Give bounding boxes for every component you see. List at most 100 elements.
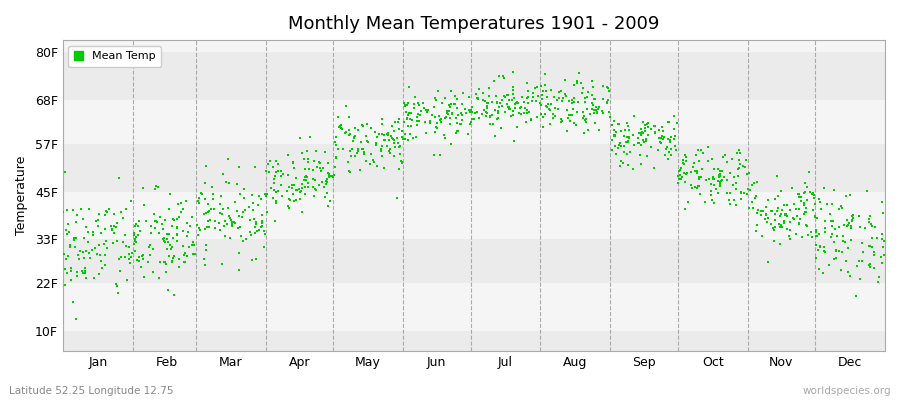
Point <box>213 193 228 199</box>
Point <box>565 106 580 112</box>
Point <box>365 156 380 163</box>
Point <box>166 216 180 223</box>
Point <box>820 200 834 207</box>
Point <box>587 106 601 113</box>
Point <box>560 107 574 113</box>
Point <box>675 174 689 180</box>
Point <box>123 197 138 204</box>
Point <box>435 100 449 106</box>
Point <box>249 256 264 262</box>
Point <box>749 193 763 199</box>
Point <box>68 316 83 323</box>
Point <box>412 112 427 118</box>
Point <box>583 111 598 118</box>
Point <box>778 210 793 217</box>
Point <box>491 108 505 114</box>
Point <box>118 232 132 239</box>
Point <box>698 177 713 183</box>
Point <box>811 247 825 253</box>
Point <box>118 254 132 260</box>
Point <box>823 211 837 217</box>
Point <box>690 185 705 191</box>
Point <box>520 80 535 86</box>
Point <box>832 248 847 254</box>
Point <box>231 225 246 231</box>
Point <box>399 108 413 115</box>
Point <box>192 200 206 206</box>
Point <box>196 211 211 218</box>
Point <box>268 173 283 179</box>
Point <box>419 109 434 116</box>
Point <box>838 239 852 245</box>
Point <box>163 191 177 197</box>
Point <box>571 80 585 86</box>
Point <box>300 148 314 154</box>
Point <box>680 199 695 205</box>
Point <box>692 158 706 164</box>
Point <box>862 243 877 250</box>
Point <box>534 111 548 117</box>
Point <box>105 240 120 246</box>
Point <box>198 247 212 254</box>
Point <box>756 208 770 214</box>
Point <box>616 149 631 155</box>
Point <box>72 256 86 263</box>
Point <box>713 178 727 185</box>
Point <box>374 131 389 138</box>
Point <box>552 89 566 95</box>
Point <box>822 262 836 268</box>
Point <box>136 184 150 191</box>
Point <box>257 231 272 238</box>
Point <box>612 121 626 127</box>
Point <box>212 220 226 226</box>
Point <box>169 232 184 239</box>
Point <box>440 109 454 115</box>
Point <box>390 195 404 201</box>
Point <box>383 150 398 156</box>
Point <box>737 189 751 196</box>
Point <box>797 180 812 186</box>
Point <box>488 107 502 114</box>
Point <box>500 100 515 107</box>
Point <box>385 135 400 141</box>
Point <box>169 223 184 230</box>
Point <box>61 221 76 227</box>
Point <box>110 220 124 226</box>
Point <box>870 278 885 285</box>
Point <box>778 211 793 217</box>
Point <box>137 274 151 280</box>
Bar <box>63 52 885 100</box>
Point <box>225 221 239 227</box>
Point <box>281 152 295 158</box>
Point <box>374 148 389 154</box>
Point <box>652 126 667 133</box>
Point <box>554 118 569 124</box>
Point <box>651 146 665 153</box>
Point <box>705 156 719 162</box>
Point <box>832 206 847 212</box>
Point <box>601 85 616 91</box>
Point <box>127 232 141 238</box>
Point <box>93 252 107 258</box>
Point <box>198 226 212 232</box>
Point <box>828 226 842 232</box>
Point <box>356 146 370 152</box>
Point <box>98 262 112 268</box>
Point <box>676 160 690 166</box>
Point <box>377 137 392 144</box>
Point <box>411 117 426 124</box>
Point <box>639 136 653 142</box>
Point <box>488 133 502 139</box>
Point <box>678 206 692 212</box>
Point <box>640 121 654 127</box>
Point <box>204 184 219 190</box>
Point <box>285 191 300 198</box>
Point <box>826 218 841 224</box>
Point <box>626 166 640 172</box>
Point <box>863 221 878 228</box>
Point <box>705 197 719 203</box>
Point <box>81 206 95 212</box>
Point <box>635 130 650 136</box>
Point <box>287 198 302 204</box>
Point <box>738 157 752 163</box>
